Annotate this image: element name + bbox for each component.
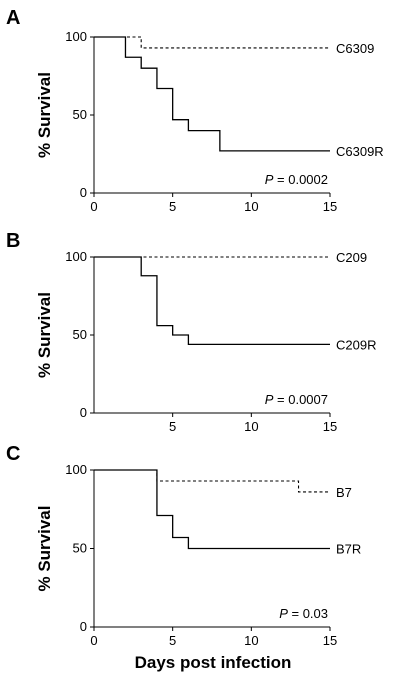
- series-line-c6309: [94, 36, 330, 49]
- panel-letter-c: C: [6, 443, 20, 465]
- y-axis-label: % Survival: [35, 72, 54, 158]
- p-value-text: = 0.03: [288, 606, 328, 621]
- series-line-c209r: [94, 256, 330, 346]
- x-tick-label: 10: [244, 199, 258, 214]
- series-label-c209r: C209R: [336, 337, 376, 352]
- x-tick-label: 15: [323, 633, 337, 648]
- y-axis-label: % Survival: [35, 506, 54, 592]
- series-label-c6309: C6309: [336, 41, 374, 56]
- y-tick-label: 50: [73, 107, 87, 122]
- x-tick-label: 10: [244, 633, 258, 648]
- x-tick-label: 5: [169, 633, 176, 648]
- x-tick-label: 10: [244, 419, 258, 434]
- panel-letter-b: B: [6, 230, 20, 252]
- series-line-c6309r: [94, 36, 330, 152]
- x-tick-label: 15: [323, 199, 337, 214]
- y-tick-label: 50: [73, 541, 87, 556]
- x-tick-label: 15: [323, 419, 337, 434]
- x-axis-label: Days post infection: [135, 653, 292, 672]
- p-value-symbol: P: [265, 392, 274, 407]
- series-line-b7: [94, 469, 330, 493]
- x-tick-label: 5: [169, 419, 176, 434]
- p-value-label: P = 0.0002: [265, 172, 328, 187]
- y-tick-label: 100: [65, 249, 87, 264]
- p-value-label: P = 0.03: [279, 606, 328, 621]
- series-label-c209: C209: [336, 250, 367, 265]
- p-value-symbol: P: [279, 606, 288, 621]
- x-tick-label: 0: [90, 199, 97, 214]
- y-tick-label: 0: [80, 185, 87, 200]
- series-label-b7: B7: [336, 485, 352, 500]
- series-label-c6309r: C6309R: [336, 144, 384, 159]
- y-tick-label: 100: [65, 462, 87, 477]
- p-value-text: = 0.0007: [273, 392, 328, 407]
- p-value-label: P = 0.0007: [265, 392, 328, 407]
- p-value-text: = 0.0002: [273, 172, 328, 187]
- y-tick-label: 50: [73, 327, 87, 342]
- x-tick-label: 5: [169, 199, 176, 214]
- y-axis-label: % Survival: [35, 292, 54, 378]
- x-tick-label: 0: [90, 633, 97, 648]
- y-tick-label: 0: [80, 405, 87, 420]
- panel-letter-a: A: [6, 7, 20, 29]
- y-tick-label: 0: [80, 619, 87, 634]
- p-value-symbol: P: [265, 172, 274, 187]
- series-line-b7r: [94, 469, 330, 550]
- series-label-b7r: B7R: [336, 542, 361, 557]
- y-tick-label: 100: [65, 29, 87, 44]
